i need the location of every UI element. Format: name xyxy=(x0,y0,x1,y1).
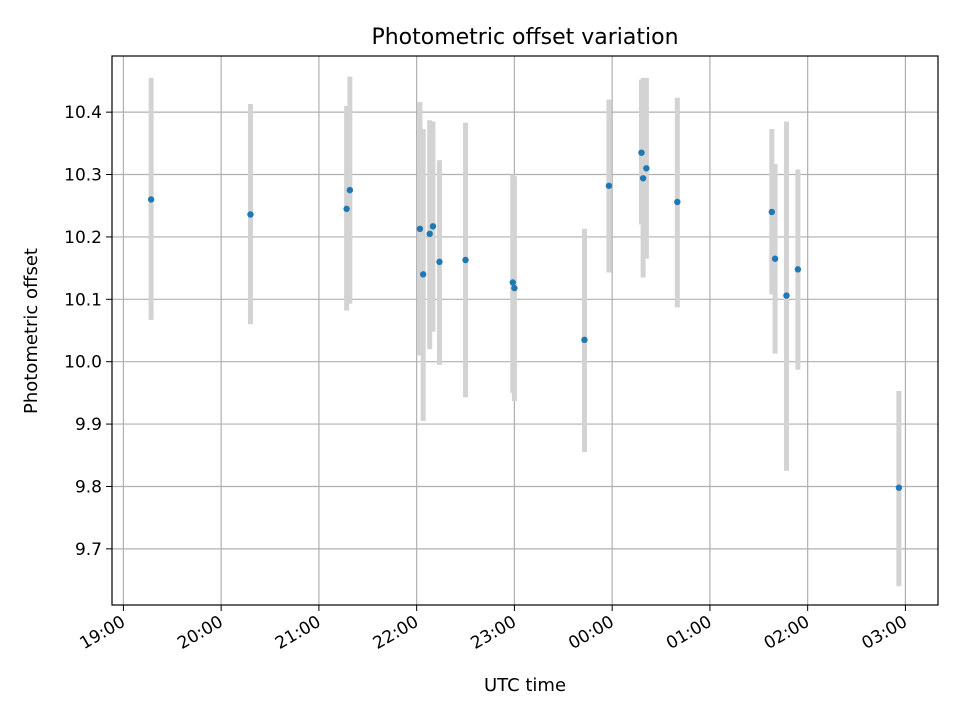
x-tick-label: 01:00 xyxy=(663,612,715,654)
data-point xyxy=(783,292,790,299)
x-tick-label: 03:00 xyxy=(858,612,910,654)
chart-title: Photometric offset variation xyxy=(371,25,678,50)
data-point xyxy=(426,230,433,238)
data-point xyxy=(674,198,681,206)
y-tick-label: 10.1 xyxy=(64,290,102,310)
data-point xyxy=(247,211,254,218)
data-point xyxy=(895,484,903,491)
data-point xyxy=(419,271,427,278)
y-tick-label: 9.7 xyxy=(75,540,102,560)
data-point xyxy=(605,182,613,189)
data-point xyxy=(639,175,647,182)
x-tick-label: 02:00 xyxy=(761,612,813,654)
data-point xyxy=(343,205,350,213)
error-bars xyxy=(148,76,902,587)
y-tick-label: 10.3 xyxy=(64,166,102,186)
data-point xyxy=(638,149,645,156)
y-tick-label: 10.0 xyxy=(64,353,102,373)
x-tick-label: 21:00 xyxy=(272,612,324,654)
data-point xyxy=(509,279,516,286)
data-points xyxy=(147,149,903,491)
x-tick-label: 00:00 xyxy=(565,612,617,654)
y-tick-label: 9.9 xyxy=(75,415,102,435)
y-tick-label: 9.8 xyxy=(75,477,102,497)
data-point xyxy=(581,336,588,344)
grid xyxy=(112,56,938,605)
x-tick-label: 19:00 xyxy=(76,612,128,654)
y-tick-label: 10.4 xyxy=(64,103,102,123)
plot-frame xyxy=(111,55,939,606)
data-point xyxy=(643,165,650,172)
x-tick-label: 22:00 xyxy=(370,612,422,654)
data-point xyxy=(794,266,802,273)
y-tick-label: 10.2 xyxy=(64,228,102,248)
data-point xyxy=(429,223,437,230)
data-point xyxy=(147,196,155,203)
data-point xyxy=(346,186,354,194)
data-point xyxy=(511,284,518,292)
data-point xyxy=(436,258,443,266)
y-axis: 9.7 9.8 9.9 10.0 10.1 10.2 10.3 10.4 xyxy=(64,103,112,560)
x-tick-label: 20:00 xyxy=(174,612,226,654)
x-axis-label: UTC time xyxy=(484,675,566,696)
x-axis: 19:00 20:00 21:00 22:00 23:00 00:00 01:00 02:00… xyxy=(76,605,911,654)
data-point xyxy=(771,255,779,262)
x-tick-label: 23:00 xyxy=(467,612,519,654)
data-point xyxy=(768,208,776,216)
data-point xyxy=(462,256,469,264)
data-point xyxy=(416,225,424,233)
y-axis-label: Photometric offset xyxy=(21,248,42,414)
